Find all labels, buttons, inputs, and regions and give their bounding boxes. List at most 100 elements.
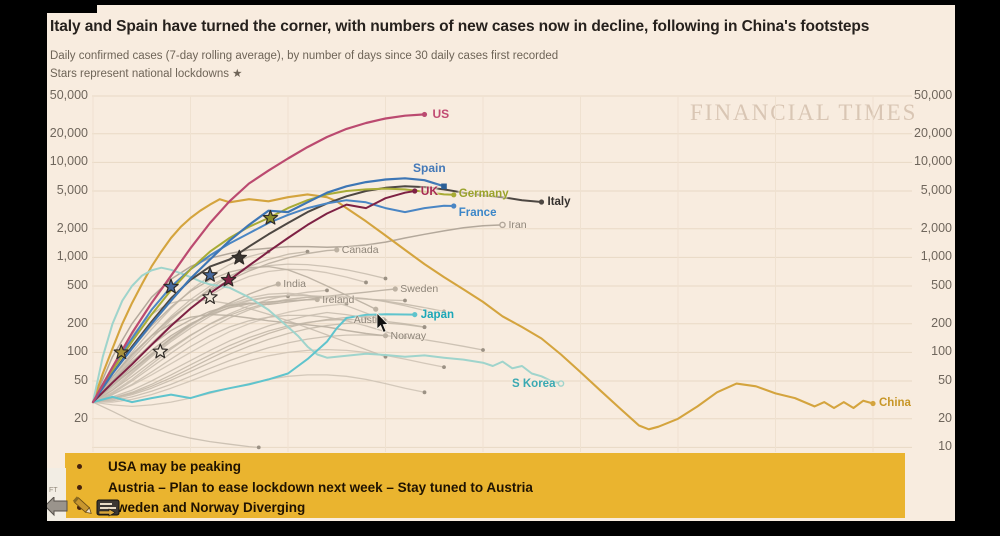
country-label-uk: UK [420,184,439,198]
bullet-text: Austria – Plan to ease lockdown next wee… [108,479,533,495]
mouse-cursor [376,313,389,333]
letterbox-left [0,0,47,536]
y-tick-left-2,000: 2,000 [56,220,88,235]
line-other-11 [92,334,484,403]
lockdown-star [220,271,237,287]
line-other-2 [92,250,309,403]
line-other-5 [92,311,367,403]
end-dot-Norway [382,333,389,339]
end-dot-Austria [373,306,379,312]
line-US [91,113,426,404]
end-dot-Japan [412,311,418,318]
line-France [92,199,455,404]
country-label-s-korea: S Korea [512,377,556,390]
end-dot-US [421,111,428,118]
y-tick-left-200: 200 [67,315,88,330]
select-arrow-icon[interactable] [45,497,69,517]
line-Spain [91,177,446,404]
line-other-4 [92,303,348,403]
y-tick-left-20: 20 [74,410,88,425]
y-tick-right-5,000: 5,000 [920,183,952,197]
bullet-marker [77,505,82,510]
country-label-spain: Spain [413,161,446,176]
bullet-text: Sweden and Norway Diverging [108,500,306,515]
end-dot-other-11 [481,348,485,352]
country-label-norway: Norway [390,329,427,342]
ft-source-label: FT [49,487,58,494]
annotation-bullet-2: Austria – Plan to ease lockdown next wee… [77,478,533,497]
end-dot-Germany [451,192,457,198]
y-tick-right-50: 50 [938,373,952,387]
pencil-icon[interactable] [70,494,96,518]
y-tick-right-500: 500 [931,278,952,292]
line-other-10 [92,318,426,403]
country-label-sweden: Sweden [400,282,439,295]
line-India [92,283,279,403]
line-other-14 [92,401,260,449]
country-label-italy: Italy [547,195,571,208]
country-label-iran: Iran [508,218,527,231]
bullet-marker [77,464,82,469]
end-dot-France [451,203,457,209]
financial-times-watermark: FINANCIAL TIMES [690,100,918,125]
y-tick-left-100: 100 [67,344,88,359]
end-dot-other-14 [256,445,261,450]
chart-title: Italy and Spain have turned the corner, … [50,18,870,35]
end-dot-other-18 [442,314,446,318]
country-label-india: India [283,277,307,290]
end-dot-India [275,281,281,287]
lockdown-star [152,343,168,359]
line-Japan [92,313,416,404]
end-dot-Sweden [392,286,398,292]
end-dot-Ireland [314,296,320,303]
y-tick-right-2,000: 2,000 [920,220,952,235]
lockdown-star [262,209,279,225]
lockdown-star [202,289,218,304]
country-label-germany: Germany [458,187,509,200]
lockdown-star [113,344,129,360]
end-dot-other-12 [442,365,446,370]
annotation-bullet-3: Sweden and Norway Diverging [77,498,305,517]
lockdown-star [202,267,218,282]
bullet-marker [77,484,82,490]
line-S Korea [92,266,562,404]
line-other-19 [92,321,426,403]
letterbox-notch [47,0,97,13]
end-dot-UK [412,188,418,194]
country-label-us: US [432,107,450,122]
y-tick-right-10,000: 10,000 [914,154,953,169]
notes-icon[interactable] [95,499,121,517]
line-UK [92,190,416,404]
end-ring-S Korea [557,380,565,387]
y-tick-left-1,000: 1,000 [56,249,88,264]
country-label-china: China [879,397,911,410]
end-dot-other-13 [403,298,407,303]
y-tick-right-200: 200 [931,315,952,330]
chart-subtitle: Daily confirmed cases (7-day rolling ave… [50,50,559,62]
line-Germany [92,187,455,404]
y-tick-right-50,000: 50,000 [914,88,953,102]
y-tick-left-500: 500 [67,278,88,292]
end-ring-Iran [499,221,506,229]
letterbox-right [955,0,1000,536]
end-dot-Canada [334,247,340,253]
line-other-8 [92,292,387,403]
end-dot-other-19 [422,325,427,330]
chart-subtitle-lockdown-note: Stars represent national lockdowns ★ [50,68,243,80]
y-tick-right-20,000: 20,000 [914,125,953,140]
country-label-ireland: Ireland [322,293,355,306]
lockdown-star [163,278,179,294]
end-dot-other-21 [422,390,427,395]
letterbox-bottom [0,521,1000,536]
country-label-canada: Canada [341,243,379,256]
letterbox-top [0,0,1000,5]
y-tick-right-10: 10 [938,439,952,454]
lockdown-star [231,249,247,265]
line-China [91,193,875,431]
presenter-annotation-box: USA may be peaking Austria – Plan to ease… [65,453,905,518]
end-dot-other-17 [364,280,368,285]
bullet-text: USA may be peaking [108,459,242,474]
end-dot-Italy [538,199,545,205]
